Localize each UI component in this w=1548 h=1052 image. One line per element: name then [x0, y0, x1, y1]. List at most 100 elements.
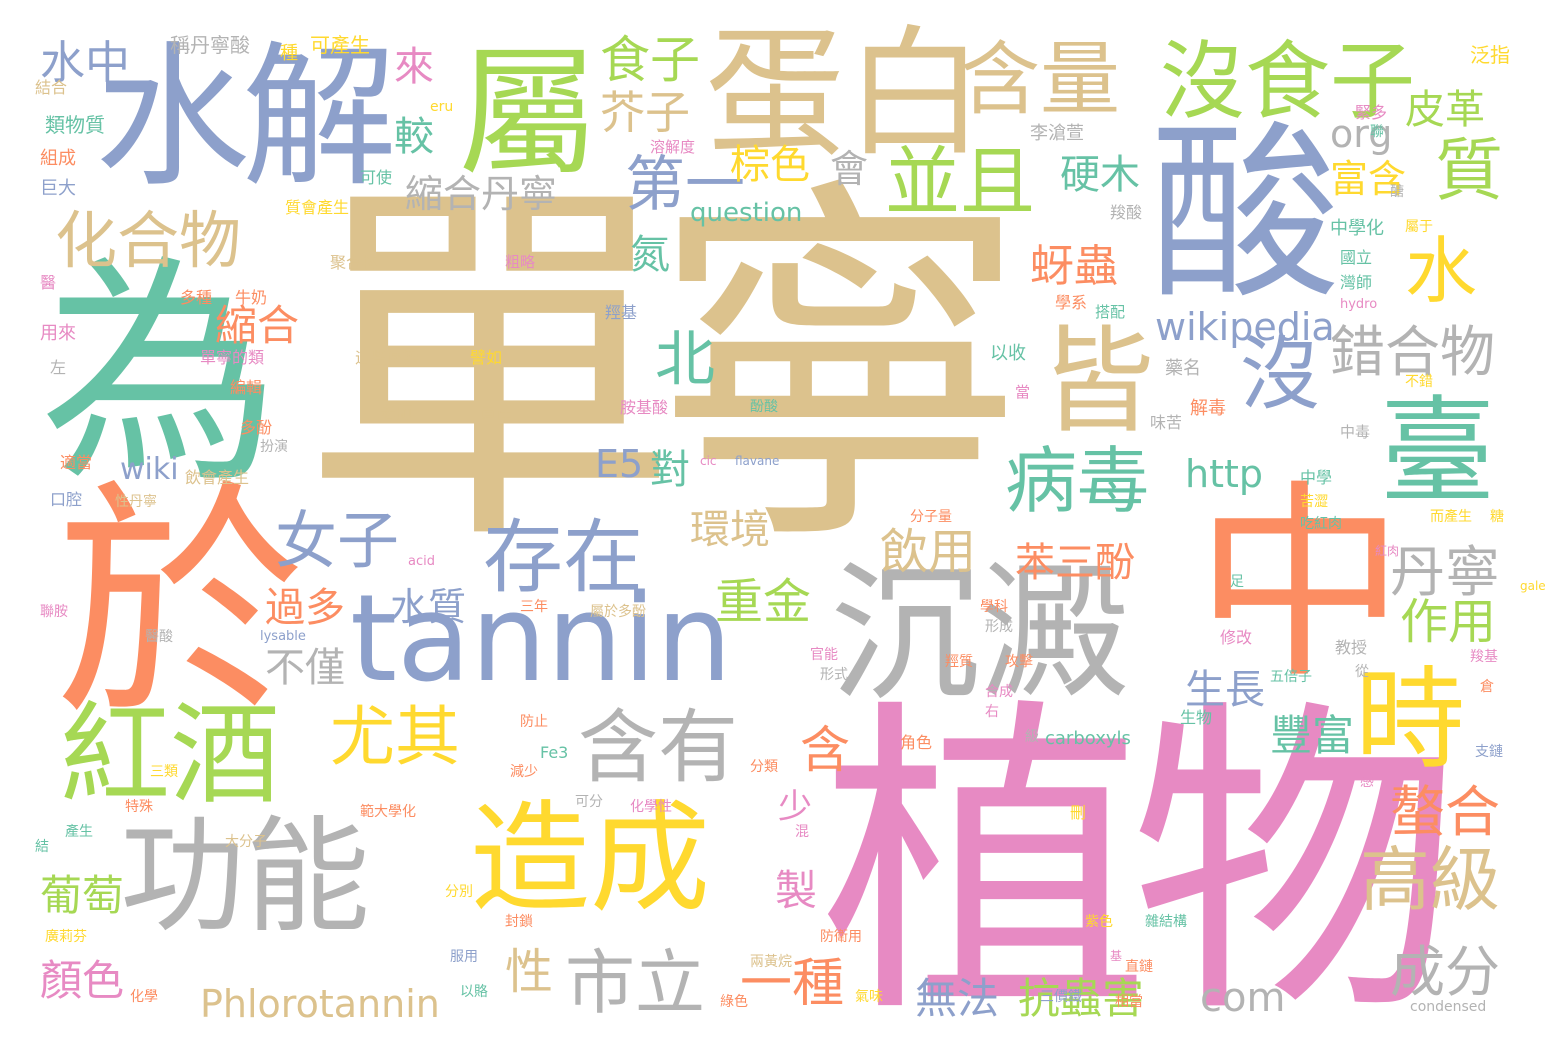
- word: 沒: [1240, 328, 1320, 421]
- word: 以賂: [460, 984, 488, 1000]
- word: 這些傳染: [355, 348, 420, 367]
- word: hydro: [1340, 297, 1378, 312]
- word: 含: [800, 721, 850, 779]
- word: 羧酸: [1110, 203, 1143, 222]
- word: 食子: [600, 31, 700, 89]
- word: 過多: [265, 585, 345, 631]
- word: 屬于: [1405, 219, 1433, 235]
- word: 紫色: [1085, 914, 1113, 930]
- word: 重金: [715, 574, 812, 630]
- word: 醣: [1390, 184, 1404, 200]
- word: 中學化: [1330, 218, 1384, 239]
- word: 綠色: [720, 994, 748, 1010]
- word: 紅肉: [1375, 544, 1400, 558]
- word: 稱丹寧酸: [170, 33, 250, 57]
- word: 教授: [1335, 638, 1368, 657]
- word: cic: [700, 454, 717, 468]
- word: 芥子: [600, 86, 691, 139]
- word: Phlorotannin: [200, 982, 440, 1026]
- word: 少: [778, 787, 812, 827]
- word: 化學性: [630, 799, 672, 815]
- word: 質會產生: [285, 198, 350, 217]
- word: 可產生: [310, 33, 370, 57]
- word: 羧基: [1470, 649, 1498, 665]
- word: 用來: [40, 323, 76, 344]
- word: 混: [795, 824, 809, 840]
- word: 縮合丹寧: [405, 172, 558, 216]
- word: 性丹寧: [115, 494, 157, 510]
- word: 苦澀: [1300, 494, 1328, 510]
- word: 作用: [1400, 594, 1497, 650]
- word: 市立: [565, 942, 705, 1024]
- word: 棕色: [730, 142, 810, 188]
- word: 存在: [483, 511, 643, 604]
- word: http: [1185, 452, 1264, 496]
- word: 種: [280, 43, 298, 64]
- word: 時: [1355, 656, 1465, 784]
- word: 病毒: [1005, 439, 1150, 523]
- word: 飲用: [880, 524, 977, 580]
- word: 富含: [1330, 157, 1407, 201]
- word: 不僅: [265, 645, 345, 691]
- word: 錯合物: [1330, 320, 1496, 384]
- word: 羥基: [605, 303, 638, 322]
- word: 三年: [520, 599, 548, 615]
- word: 單寧的類: [200, 348, 265, 367]
- word: 五倍子: [1270, 669, 1312, 685]
- word: 灣師: [1340, 273, 1373, 292]
- word: 產生: [65, 824, 93, 840]
- word: 解毒: [1190, 398, 1226, 419]
- word: 感: [1360, 774, 1374, 790]
- word: 以收: [990, 343, 1026, 364]
- word: 為: [40, 235, 281, 515]
- word: 含量: [960, 33, 1120, 126]
- word: 三價鐵: [1040, 989, 1082, 1005]
- word: lysable: [260, 629, 306, 644]
- word: 較: [387, 115, 433, 155]
- word: 性: [505, 944, 554, 1000]
- word: 吃紅肉: [1300, 516, 1342, 532]
- word: 級: [1025, 729, 1039, 745]
- word: 相當: [1115, 994, 1143, 1010]
- word: 紅酒: [60, 691, 280, 819]
- word: 氣味: [855, 989, 883, 1005]
- word: 範大學化: [360, 804, 416, 820]
- word: 蛋白: [705, 13, 986, 176]
- word: 對: [650, 447, 690, 493]
- word: 蚜蟲: [1030, 241, 1118, 292]
- word: 不錯: [1405, 374, 1433, 390]
- word: 封鎖: [505, 914, 533, 930]
- word: 縮合: [215, 301, 300, 350]
- word: 口腔: [50, 490, 83, 509]
- word: question: [690, 198, 803, 228]
- word: 結合: [35, 78, 68, 97]
- word: 化合物: [55, 204, 242, 277]
- word: 製: [775, 866, 818, 915]
- word: 國立: [1340, 248, 1373, 267]
- word: 多酚: [240, 418, 273, 437]
- word: 三類: [150, 764, 178, 780]
- word: 基: [1110, 949, 1123, 963]
- word: 學科: [980, 599, 1008, 615]
- word: 水中: [40, 36, 131, 89]
- word: E5: [595, 442, 644, 486]
- word: 酸: [1150, 104, 1341, 325]
- word: condensed: [1410, 999, 1487, 1015]
- word: 緊多: [1355, 103, 1388, 122]
- word: 葡萄: [40, 871, 125, 920]
- word: 沉澱: [830, 548, 1131, 722]
- word: 螯合: [1390, 780, 1501, 844]
- word: com: [1200, 975, 1286, 1021]
- word: eru: [430, 99, 454, 115]
- word: 水: [1405, 229, 1478, 313]
- word: 植物: [820, 673, 1460, 1052]
- word: 單寧: [300, 148, 1030, 591]
- word: 味苦: [1150, 413, 1183, 432]
- word: 中: [1195, 462, 1406, 707]
- word: 醫: [40, 273, 57, 292]
- word: 無法: [915, 974, 1000, 1023]
- word: 溶解度: [650, 138, 696, 156]
- word: 類物質: [45, 113, 105, 137]
- word: 醫酸: [145, 629, 173, 645]
- word: 分子量: [910, 509, 952, 525]
